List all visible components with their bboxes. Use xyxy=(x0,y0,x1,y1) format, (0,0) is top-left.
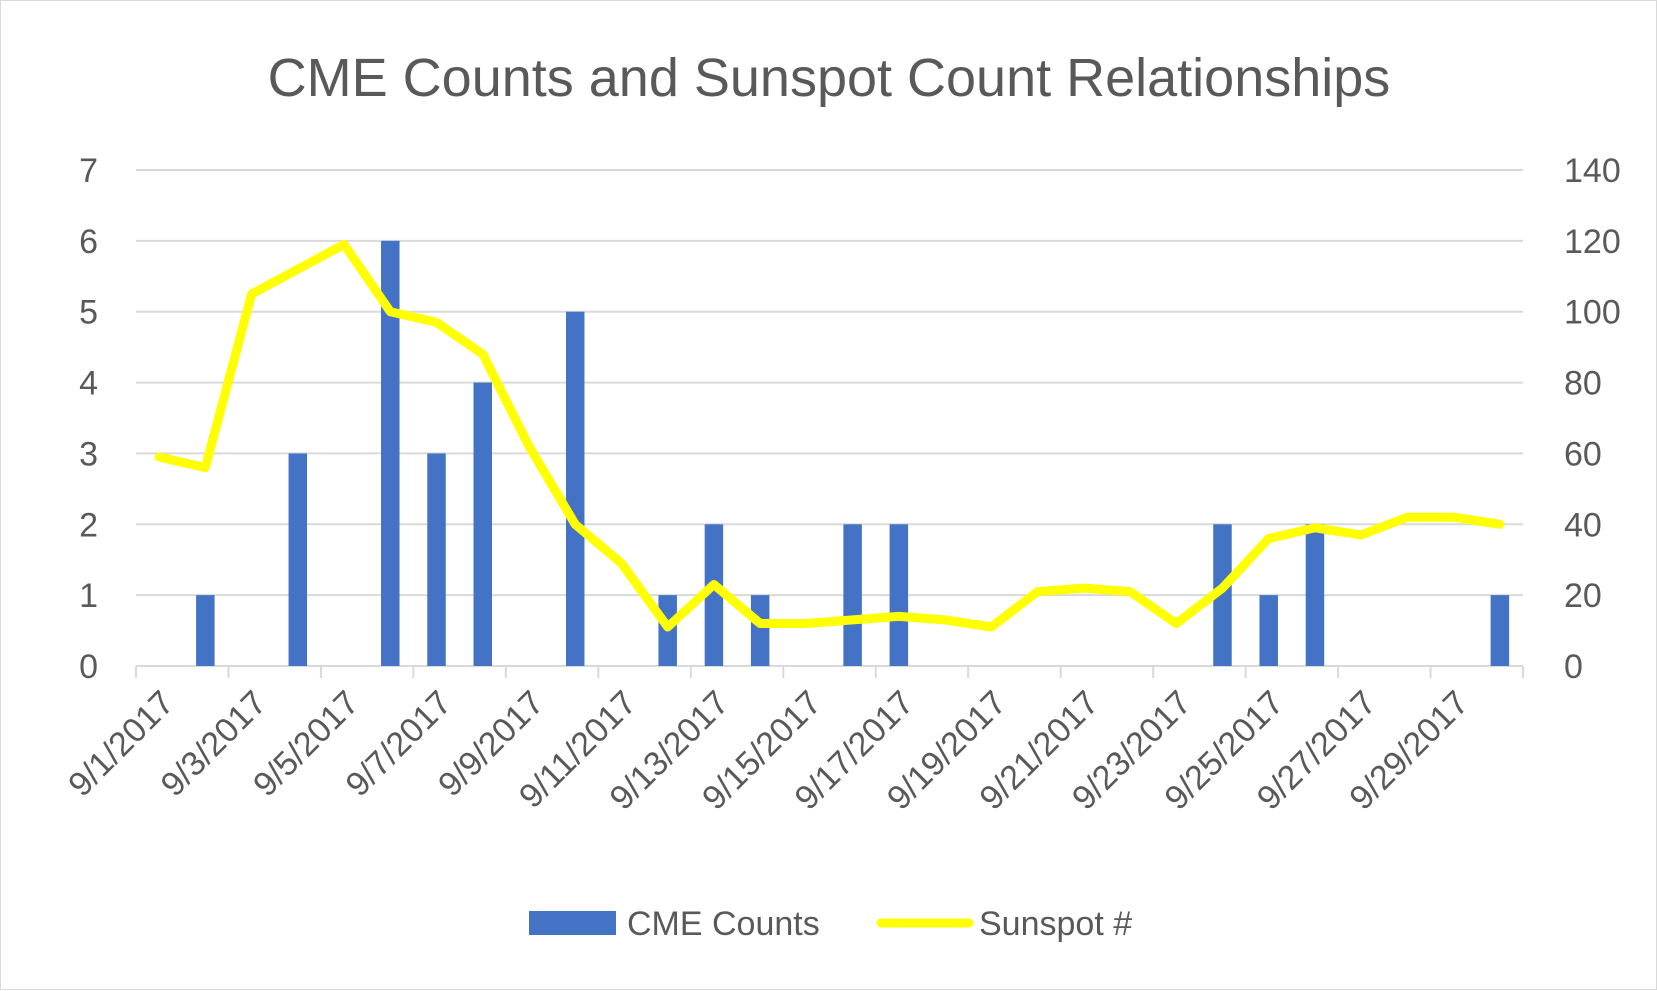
cme-bar-9-17-2017 xyxy=(889,524,909,666)
y-tick-0: 0 xyxy=(79,648,98,686)
y-tick-4: 4 xyxy=(79,365,98,403)
chart-title: CME Counts and Sunspot Count Relationshi… xyxy=(268,48,1391,108)
y-tick-6: 6 xyxy=(79,223,98,261)
sunspot-line xyxy=(154,239,1505,632)
cme-bar-9-25-2017 xyxy=(1259,595,1278,666)
y2-tick-140: 140 xyxy=(1564,152,1621,190)
y2-tick-20: 20 xyxy=(1564,577,1602,615)
cme-bar-9-24-2017 xyxy=(1213,524,1232,666)
cme-bar-9-14-2017 xyxy=(750,595,770,666)
cme-bar-9-8-2017 xyxy=(473,382,492,666)
cme-bar-9-13-2017 xyxy=(704,524,724,666)
cme-bar-9-7-2017 xyxy=(427,453,446,666)
legend-label-cme-counts: CME Counts xyxy=(627,905,820,943)
cme-bars xyxy=(196,240,1510,666)
gridlines xyxy=(136,169,1523,597)
cme-bar-9-26-2017 xyxy=(1305,524,1325,666)
sunspot-line-layer xyxy=(154,239,1505,632)
cme-bar-9-30-2017 xyxy=(1490,595,1510,666)
legend-swatch-cme-counts xyxy=(529,911,616,935)
cme-bar-9-6-2017 xyxy=(381,240,400,666)
y2-tick-60: 60 xyxy=(1564,435,1602,473)
y2-tick-100: 100 xyxy=(1564,294,1621,332)
y2-tick-120: 120 xyxy=(1564,223,1621,261)
y-tick-1: 1 xyxy=(79,577,98,615)
y2-tick-0: 0 xyxy=(1564,648,1583,686)
cme-bar-9-16-2017 xyxy=(843,524,862,666)
legend: CME Counts Sunspot # xyxy=(529,905,1132,943)
y2-tick-80: 80 xyxy=(1564,365,1602,403)
y2-tick-40: 40 xyxy=(1564,506,1602,544)
y-tick-5: 5 xyxy=(79,294,98,332)
y-tick-2: 2 xyxy=(79,506,98,544)
cme-bar-9-2-2017 xyxy=(196,595,215,666)
legend-label-sunspot: Sunspot # xyxy=(979,905,1132,943)
cme-bar-9-4-2017 xyxy=(288,453,308,666)
y-tick-3: 3 xyxy=(79,435,98,473)
y-tick-7: 7 xyxy=(79,152,98,190)
cme-bar-9-10-2017 xyxy=(565,311,585,666)
